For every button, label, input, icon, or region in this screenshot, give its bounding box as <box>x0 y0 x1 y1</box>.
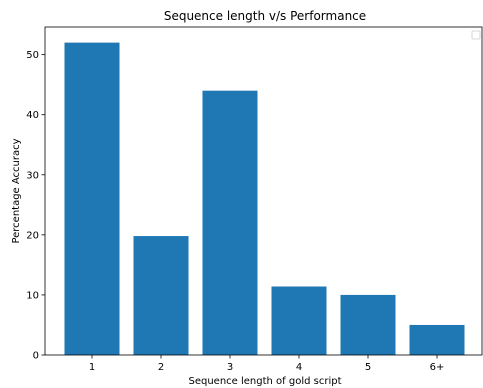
bar-5 <box>340 294 396 355</box>
x-axis-ticks: 1 2 3 4 5 6+ <box>89 355 445 373</box>
chart-title: Sequence length v/s Performance <box>164 9 366 23</box>
x-tick-label: 3 <box>227 362 233 373</box>
y-tick-label: 40 <box>26 110 39 121</box>
y-axis-label: Percentage Accuracy <box>11 138 22 243</box>
x-tick-label: 4 <box>296 362 302 373</box>
x-tick-label: 6+ <box>430 362 445 373</box>
bar-4 <box>271 286 327 355</box>
x-tick-label: 2 <box>158 362 164 373</box>
plot-area: 0 10 20 30 40 50 1 2 3 4 5 6+ <box>26 26 483 373</box>
y-tick-label: 0 <box>33 351 39 362</box>
legend-box <box>471 30 481 40</box>
y-tick-label: 10 <box>26 290 39 301</box>
y-tick-label: 20 <box>26 230 39 241</box>
x-axis-label: Sequence length of gold script <box>188 376 341 387</box>
bar-6+ <box>409 324 465 355</box>
y-axis-ticks: 0 10 20 30 40 50 <box>26 50 45 362</box>
bar-3 <box>202 90 258 355</box>
bar-1 <box>64 42 120 355</box>
x-tick-label: 5 <box>365 362 371 373</box>
x-tick-label: 1 <box>89 362 95 373</box>
y-tick-label: 50 <box>26 50 39 61</box>
bar-2 <box>133 236 189 355</box>
bars-group <box>64 42 465 355</box>
plot-frame <box>44 26 483 356</box>
y-tick-label: 30 <box>26 170 39 181</box>
